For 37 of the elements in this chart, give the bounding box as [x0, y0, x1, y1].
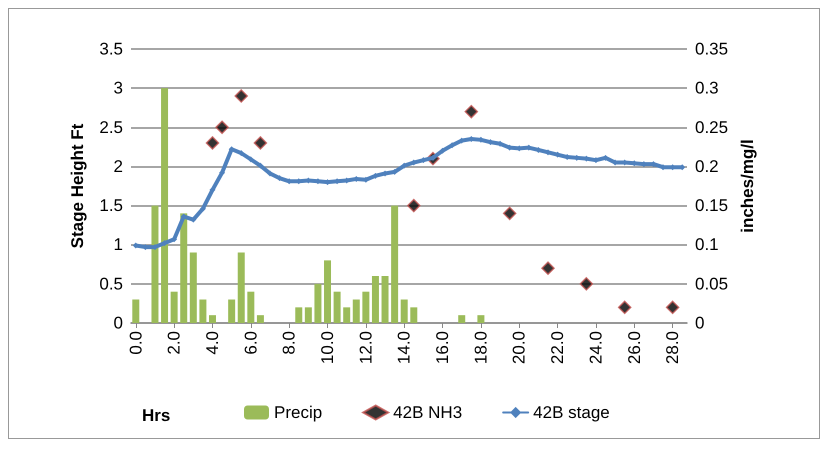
x-tick-label: 16.0: [433, 331, 452, 364]
y-tick-label: 3.5: [99, 40, 123, 58]
x-tick-label: 26.0: [624, 331, 644, 364]
x-tick-label: 28.0: [663, 331, 682, 364]
x-tick-label: 4.0: [202, 331, 222, 355]
x-tick-label: 6.0: [241, 331, 260, 355]
y-tick-label: 2.5: [99, 118, 123, 137]
y2-axis-title: inches/mg/l: [738, 139, 757, 233]
x-tick-label: 8.0: [280, 331, 299, 355]
y2-tick-label: 0.05: [695, 274, 728, 294]
y2-tick-label: 0.35: [695, 40, 728, 58]
x-tick-label: 18.0: [471, 331, 490, 364]
x-tick-label: 24.0: [586, 331, 606, 364]
x-tick-label: 20.0: [510, 331, 529, 364]
y-tick-label: 1.5: [99, 196, 123, 216]
y-axis-title: Stage Height Ft: [68, 123, 87, 248]
legend-label: 42B NH3: [393, 403, 462, 422]
x-tick-label: 10.0: [318, 331, 338, 364]
y-tick-label: 2: [114, 156, 123, 176]
y2-tick-label: 0.25: [695, 118, 728, 137]
legend-label: 42B stage: [533, 403, 610, 422]
y2-tick-label: 0.1: [695, 235, 719, 254]
y2-tick-label: 0.15: [695, 196, 728, 216]
x-tick-label: 14.0: [394, 331, 414, 364]
legend-label: Precip: [274, 403, 322, 422]
y2-tick-label: 0.3: [695, 78, 719, 98]
y2-tick-label: 0.2: [695, 156, 719, 176]
x-tick-label: 12.0: [356, 331, 376, 364]
y-tick-label: 0: [114, 314, 123, 332]
x-tick-label: 0.0: [126, 331, 146, 355]
y-tick-label: 3: [114, 78, 123, 98]
y-tick-label: 0.5: [99, 274, 123, 294]
x-axis-title: Hrs: [142, 406, 170, 425]
x-tick-label: 2.0: [164, 331, 184, 355]
x-tick-label: 22.0: [548, 331, 568, 364]
y2-tick-label: 0: [695, 314, 704, 332]
y-tick-label: 1: [114, 235, 123, 254]
